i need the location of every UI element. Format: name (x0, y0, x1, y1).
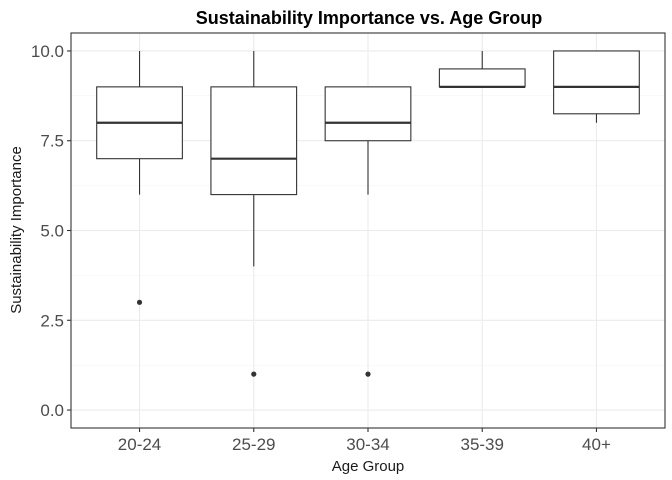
outlier-point (365, 371, 371, 377)
y-tick-label: 2.5 (40, 311, 64, 330)
y-tick-label: 7.5 (40, 132, 64, 151)
box-40+ (553, 50, 640, 123)
box-iqr (438, 68, 526, 88)
axis-layer: 0.0 2.5 5.0 7.5 10.0 20-24 25-29 30-34 35-39 40+ (31, 42, 611, 454)
x-tick-label: 25-29 (232, 435, 275, 454)
box-layer (96, 50, 640, 377)
y-tick-label: 0.0 (40, 401, 64, 420)
x-tick-label: 40+ (582, 435, 611, 454)
box-iqr (324, 86, 412, 142)
x-tick-label: 30-34 (346, 435, 389, 454)
box-35-39 (438, 50, 526, 88)
x-axis-title: Age Group (332, 458, 405, 475)
box-20-24 (96, 50, 183, 305)
box-25-29 (210, 50, 298, 377)
box-iqr (210, 86, 298, 196)
box-30-34 (324, 86, 412, 377)
x-tick-label: 20-24 (118, 435, 161, 454)
x-tick-label: 35-39 (460, 435, 503, 454)
outlier-point (136, 299, 143, 305)
y-tick-label: 5.0 (40, 222, 64, 241)
y-tick-label: 10.0 (31, 42, 64, 61)
box-iqr (553, 50, 640, 115)
outlier-point (251, 371, 257, 377)
y-axis-title: Sustainability Importance (8, 146, 25, 314)
chart-title: Sustainability Importance vs. Age Group (196, 8, 542, 28)
